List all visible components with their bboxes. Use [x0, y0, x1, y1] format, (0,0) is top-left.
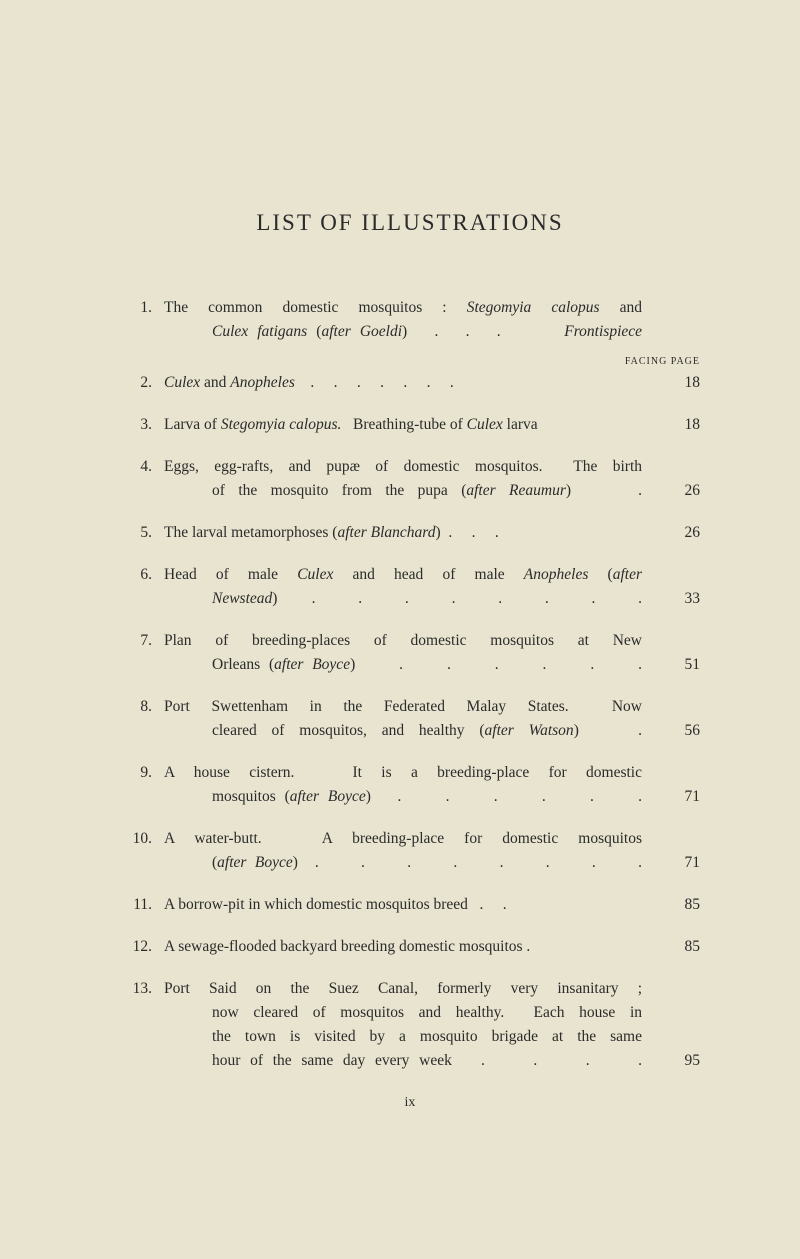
entry-page: 95: [648, 1049, 700, 1073]
entry-page: 18: [648, 371, 700, 395]
entry-page: 18: [648, 413, 700, 437]
entry-number: 6.: [120, 563, 164, 587]
entry-text: Larva of Stegomyia calopus. Breathing-tu…: [164, 413, 648, 437]
list-item: 11.A borrow-pit in which domestic mosqui…: [120, 893, 700, 917]
list-item: 3.Larva of Stegomyia calopus. Breathing-…: [120, 413, 700, 437]
entry-page: 26: [648, 521, 700, 545]
list-item: 10.A water-butt. A breeding-place for do…: [120, 827, 700, 875]
entry-text: Plan of breeding-places of domestic mosq…: [164, 629, 648, 677]
entry-number: 13.: [120, 977, 164, 1001]
entry-number: 7.: [120, 629, 164, 653]
entry-page: 26: [648, 479, 700, 503]
facing-page-header: FACING PAGE: [120, 356, 700, 367]
list-item: 4.Eggs, egg-rafts, and pupæ of domestic …: [120, 455, 700, 503]
list-item: 12.A sewage-flooded backyard breeding do…: [120, 935, 700, 959]
list-item: 13.Port Said on the Suez Canal, formerly…: [120, 977, 700, 1073]
entry-number: 3.: [120, 413, 164, 437]
page: LIST OF ILLUSTRATIONS 1.The common domes…: [0, 0, 800, 1259]
entry-text: Eggs, egg-rafts, and pupæ of domestic mo…: [164, 455, 648, 503]
list-item: 9.A house cistern. It is a breeding-plac…: [120, 761, 700, 809]
entry-number: 11.: [120, 893, 164, 917]
entry-number: 9.: [120, 761, 164, 785]
entry-text: A house cistern. It is a breeding-place …: [164, 761, 648, 809]
entry-number: 2.: [120, 371, 164, 395]
page-title: LIST OF ILLUSTRATIONS: [120, 210, 700, 236]
list-item: 1.The common domestic mosquitos : Stegom…: [120, 296, 700, 344]
entry-number: 4.: [120, 455, 164, 479]
list-item: 2.Culex and Anopheles . . . . . . .18: [120, 371, 700, 395]
entry-number: 5.: [120, 521, 164, 545]
entry-number: 1.: [120, 296, 164, 320]
entry-number: 12.: [120, 935, 164, 959]
list-item: 7.Plan of breeding-places of domestic mo…: [120, 629, 700, 677]
entry-text: Culex and Anopheles . . . . . . .: [164, 371, 648, 395]
list-item: 6.Head of male Culex and head of male An…: [120, 563, 700, 611]
entry-text: Port Swettenham in the Federated Malay S…: [164, 695, 648, 743]
entry-page: 71: [648, 851, 700, 875]
entry-page: 85: [648, 893, 700, 917]
entry-text: A borrow-pit in which domestic mosquitos…: [164, 893, 648, 917]
list-item: 8.Port Swettenham in the Federated Malay…: [120, 695, 700, 743]
entry-text: Head of male Culex and head of male Anop…: [164, 563, 648, 611]
entry-number: 10.: [120, 827, 164, 851]
entry-page: 51: [648, 653, 700, 677]
entry-page: 56: [648, 719, 700, 743]
entry-text: Port Said on the Suez Canal, formerly ve…: [164, 977, 648, 1073]
entry-page: 71: [648, 785, 700, 809]
entry-page: 33: [648, 587, 700, 611]
illustrations-list: 1.The common domestic mosquitos : Stegom…: [120, 296, 700, 1073]
entry-text: A sewage-flooded backyard breeding domes…: [164, 935, 648, 959]
list-item: 5.The larval metamorphoses (after Blanch…: [120, 521, 700, 545]
facing-page-label: FACING PAGE: [608, 356, 700, 367]
page-number-footer: ix: [120, 1095, 700, 1111]
entry-text: A water-butt. A breeding-place for domes…: [164, 827, 648, 875]
entry-number: 8.: [120, 695, 164, 719]
entry-page: 85: [648, 935, 700, 959]
entry-text: The larval metamorphoses (after Blanchar…: [164, 521, 648, 545]
entry-text: The common domestic mosquitos : Stegomyi…: [164, 296, 648, 344]
